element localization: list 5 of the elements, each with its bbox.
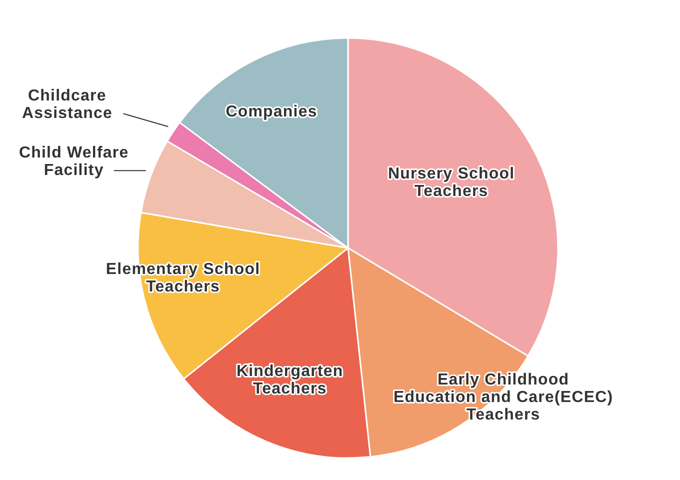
- slice-label: Companies: [226, 104, 318, 121]
- slice-label: Kindergarten Teachers: [236, 362, 344, 398]
- slice-label: Child Welfare Facility: [18, 144, 129, 180]
- slice-label: Childcare Assistance: [22, 88, 112, 122]
- slice-label: Nursery School Teachers: [388, 166, 515, 200]
